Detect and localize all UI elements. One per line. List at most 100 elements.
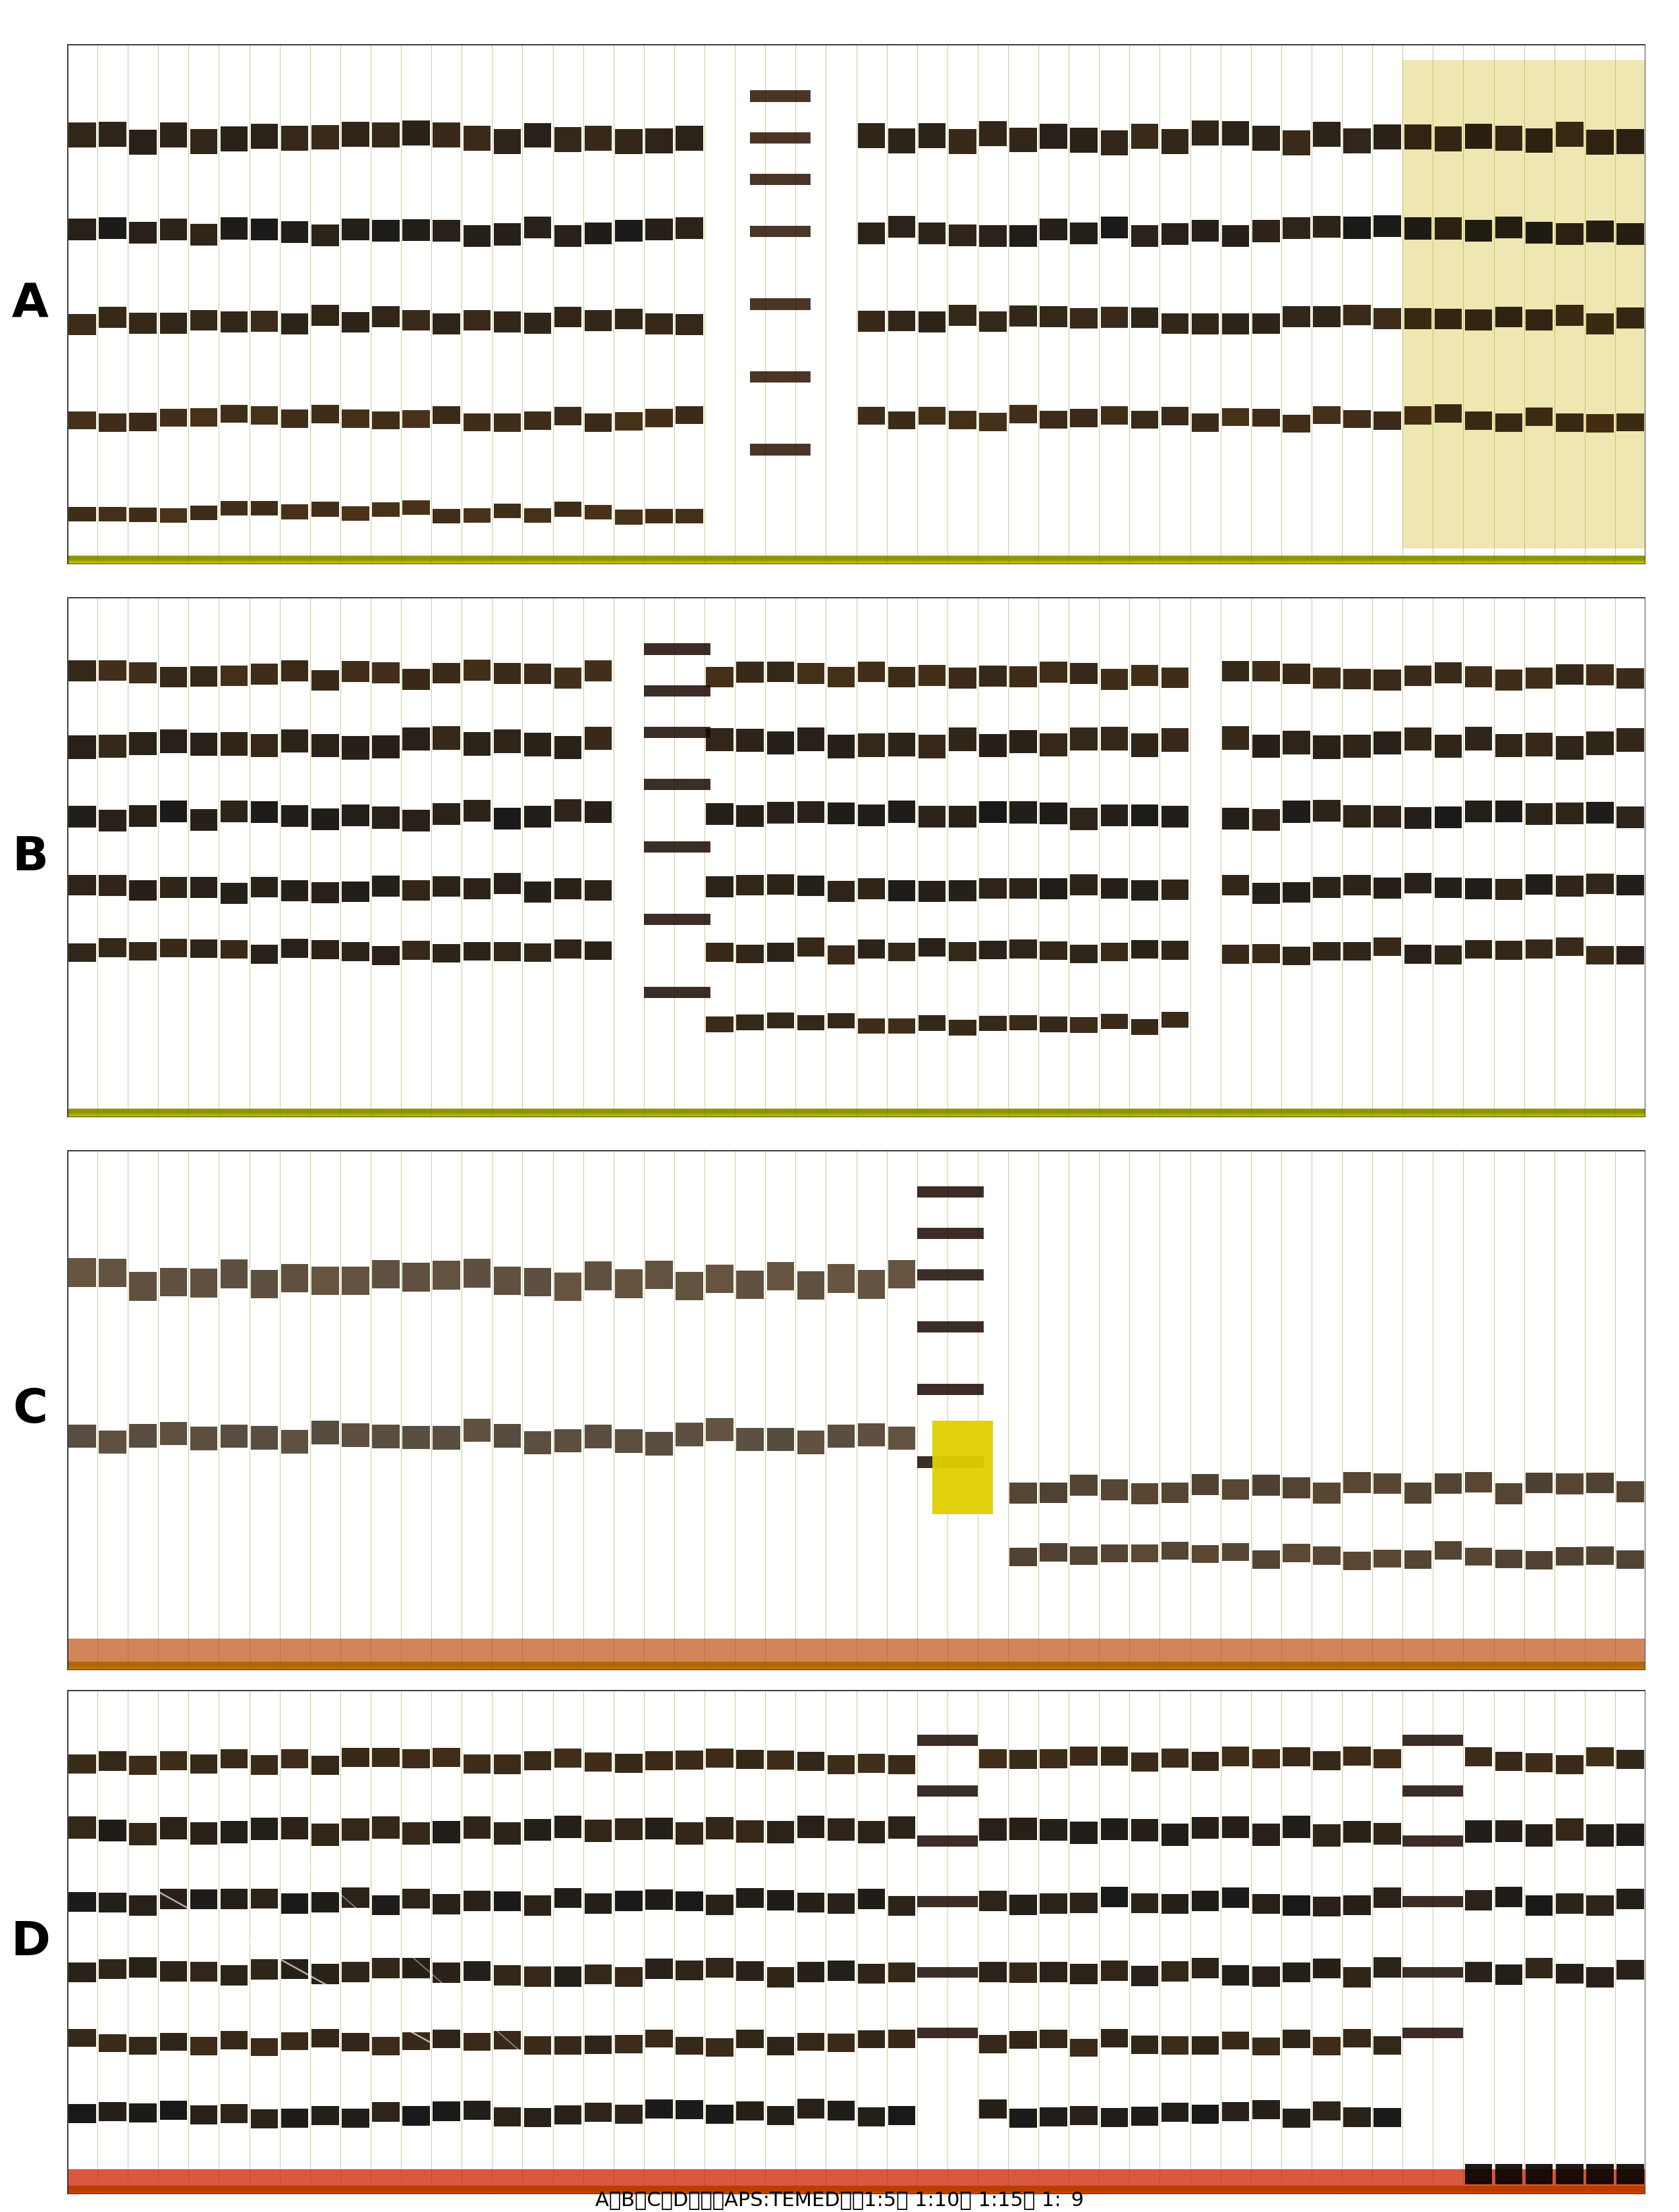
Bar <box>403 2033 430 2051</box>
Bar <box>643 914 710 925</box>
Bar <box>67 557 1645 562</box>
Bar <box>67 2185 1645 2190</box>
Bar <box>1434 126 1462 153</box>
Bar <box>67 557 1645 562</box>
Bar <box>312 1756 339 1774</box>
Bar <box>1253 314 1279 334</box>
Bar <box>918 880 945 902</box>
Bar <box>67 2185 1645 2190</box>
Bar <box>190 732 217 757</box>
Bar <box>67 1110 1645 1115</box>
Bar <box>494 1964 520 1986</box>
Bar <box>67 1113 1645 1117</box>
Bar <box>67 1666 1645 1668</box>
Bar <box>67 1108 1645 1113</box>
Bar <box>1222 945 1249 964</box>
Bar <box>190 2037 217 2055</box>
Bar <box>373 1958 400 1978</box>
Bar <box>67 1110 1645 1115</box>
Bar <box>220 405 248 422</box>
Bar <box>67 2188 1645 2192</box>
Bar <box>1132 734 1159 757</box>
Bar <box>1101 217 1128 239</box>
Bar <box>67 1108 1645 1113</box>
Bar <box>1587 414 1614 434</box>
Bar <box>1617 2163 1644 2183</box>
Bar <box>1192 2104 1219 2124</box>
Bar <box>67 1113 1645 1117</box>
Bar <box>373 1816 400 1838</box>
Bar <box>67 557 1645 562</box>
Bar <box>1587 947 1614 964</box>
Bar <box>1313 668 1340 688</box>
Bar <box>69 219 96 241</box>
Bar <box>1253 1551 1279 1568</box>
Bar <box>67 2190 1645 2194</box>
Bar <box>463 659 490 681</box>
Bar <box>1222 807 1249 830</box>
Bar <box>99 1752 126 1770</box>
Bar <box>280 1750 309 1767</box>
Bar <box>67 1663 1645 1668</box>
Bar <box>67 2188 1645 2192</box>
Bar <box>433 1747 460 1767</box>
Bar <box>67 1110 1645 1115</box>
Bar <box>979 734 1006 757</box>
Bar <box>1132 124 1159 148</box>
Bar <box>554 307 581 327</box>
Bar <box>67 555 1645 560</box>
Bar <box>67 557 1645 562</box>
Bar <box>1009 1548 1038 1566</box>
Bar <box>675 1823 704 1845</box>
Bar <box>67 1108 1645 1113</box>
Bar <box>67 2188 1645 2192</box>
Bar <box>1039 305 1068 327</box>
Bar <box>67 1110 1645 1115</box>
Bar <box>1222 2101 1249 2121</box>
Bar <box>645 1958 673 1980</box>
Bar <box>67 1110 1645 1115</box>
Bar <box>584 126 611 150</box>
Bar <box>67 1666 1645 1670</box>
Bar <box>67 2188 1645 2192</box>
Bar <box>67 2190 1645 2194</box>
Bar <box>67 1661 1645 1666</box>
Bar <box>1283 730 1310 754</box>
Bar <box>917 1270 984 1281</box>
Bar <box>67 560 1645 564</box>
Bar <box>554 1966 581 1986</box>
Bar <box>67 1663 1645 1668</box>
Bar <box>1070 2039 1098 2057</box>
Bar <box>67 1110 1645 1115</box>
Bar <box>67 2188 1645 2192</box>
Bar <box>373 1747 400 1767</box>
Bar <box>798 2033 824 2051</box>
Bar <box>67 555 1645 560</box>
Bar <box>524 2037 551 2055</box>
Bar <box>949 411 975 429</box>
Bar <box>67 1113 1645 1117</box>
Bar <box>494 942 520 960</box>
Bar <box>1343 942 1370 960</box>
Bar <box>403 1823 430 1845</box>
Bar <box>1313 2101 1340 2121</box>
Bar <box>373 1261 400 1290</box>
Bar <box>160 1267 186 1296</box>
Bar <box>67 2188 1645 2192</box>
Bar <box>67 1663 1645 1668</box>
Bar <box>67 1661 1645 1666</box>
Bar <box>280 730 309 752</box>
Bar <box>798 938 824 956</box>
Bar <box>858 407 885 425</box>
Bar <box>67 1663 1645 1668</box>
Bar <box>67 1113 1645 1117</box>
Bar <box>67 1108 1645 1113</box>
Bar <box>67 2190 1645 2194</box>
Bar <box>160 312 186 334</box>
Bar <box>1526 1473 1553 1493</box>
Bar <box>67 560 1645 564</box>
Bar <box>798 728 824 752</box>
Bar <box>463 1960 490 1982</box>
Bar <box>1039 732 1068 757</box>
Bar <box>67 1663 1645 1668</box>
